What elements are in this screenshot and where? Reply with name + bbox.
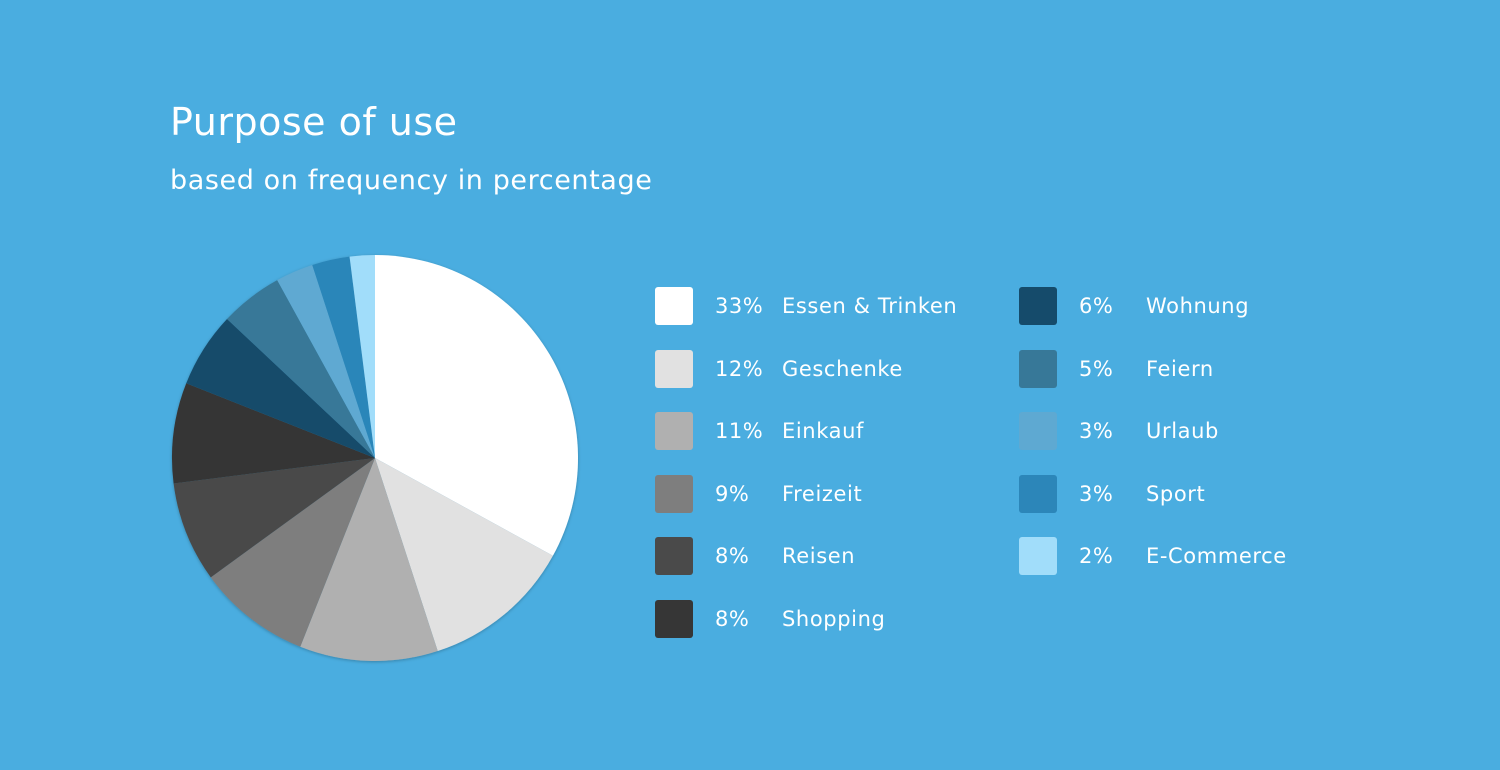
legend-swatch xyxy=(1019,474,1057,513)
legend-label: Geschenke xyxy=(782,356,903,381)
legend-percentage: 33% xyxy=(715,294,764,318)
legend-swatch xyxy=(655,287,693,325)
legend-label: Essen & Trinken xyxy=(782,294,958,318)
legend-swatch xyxy=(655,537,693,576)
pie-slice-freizeit xyxy=(210,458,375,647)
legend-percentage: 6% xyxy=(1079,294,1114,318)
legend-label: Einkauf xyxy=(782,419,864,444)
legend-swatch xyxy=(1019,412,1057,451)
pie-slice-feiern xyxy=(227,280,375,458)
legend-percentage: 2% xyxy=(1079,544,1114,569)
chart-title: Purpose of use xyxy=(170,100,458,144)
legend-swatch xyxy=(1019,287,1057,325)
pie-slices xyxy=(172,255,579,661)
legend-percentage: 12% xyxy=(715,356,764,381)
pie-slice-sport xyxy=(312,256,375,458)
pie-slice-e-commerce xyxy=(349,255,375,458)
legend-swatch xyxy=(655,349,693,388)
legend-swatch xyxy=(1019,537,1057,576)
legend-label: Reisen xyxy=(782,544,856,569)
legend-swatch xyxy=(655,412,693,451)
pie-chart xyxy=(172,255,579,661)
legend-percentage: 3% xyxy=(1079,419,1114,444)
legend-percentage: 9% xyxy=(715,481,750,506)
pie-slice-urlaub xyxy=(277,264,375,458)
legend-swatch xyxy=(1019,349,1057,388)
legend-swatch xyxy=(655,599,693,638)
pie-slice-essen-trinken xyxy=(375,255,579,556)
legend-label: Freizeit xyxy=(782,481,863,506)
legend-label: Urlaub xyxy=(1146,419,1219,444)
legend-percentage: 8% xyxy=(715,544,750,569)
legend-label: Shopping xyxy=(782,606,886,631)
pie-slice-reisen xyxy=(173,458,375,578)
legend-percentage: 8% xyxy=(715,606,750,631)
legend-label: Feiern xyxy=(1146,356,1214,381)
pie-slice-wohnung xyxy=(186,319,375,458)
legend-label: Wohnung xyxy=(1146,294,1250,318)
legend-percentage: 5% xyxy=(1079,356,1114,381)
legend-label: Sport xyxy=(1146,481,1206,506)
chart-subtitle: based on frequency in percentage xyxy=(170,165,653,196)
pie-slice-shopping xyxy=(172,383,375,484)
legend-label: E-Commerce xyxy=(1146,544,1287,569)
pie-slice-einkauf xyxy=(300,458,438,661)
legend-percentage: 11% xyxy=(715,419,764,444)
legend-percentage: 3% xyxy=(1079,481,1114,506)
legend-swatch xyxy=(655,474,693,513)
pie-slice-geschenke xyxy=(375,458,553,652)
